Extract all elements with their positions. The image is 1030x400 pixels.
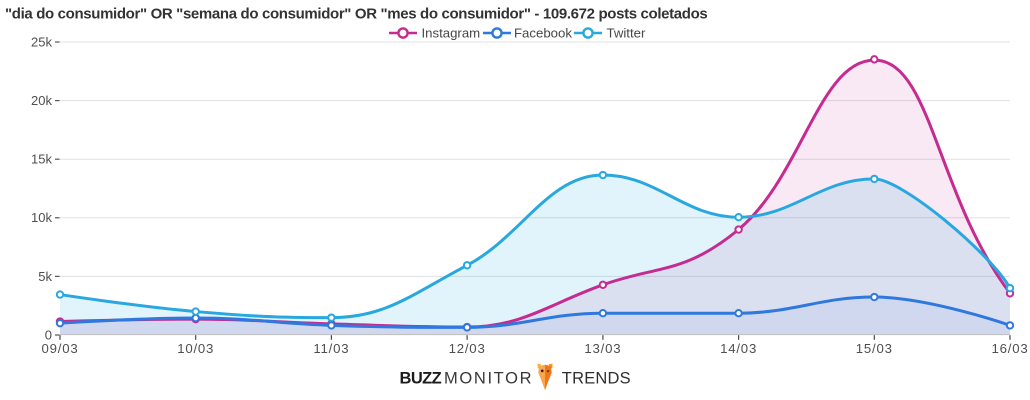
svg-text:0: 0 bbox=[45, 327, 52, 342]
svg-text:10k: 10k bbox=[31, 210, 52, 225]
svg-text:15/03: 15/03 bbox=[856, 341, 893, 356]
svg-text:TRENDS: TRENDS bbox=[562, 369, 631, 387]
svg-text:10/03: 10/03 bbox=[177, 341, 214, 356]
svg-text:BUZZ: BUZZ bbox=[400, 369, 442, 387]
svg-text:12/03: 12/03 bbox=[449, 341, 486, 356]
svg-text:14/03: 14/03 bbox=[720, 341, 757, 356]
svg-text:Instagram: Instagram bbox=[422, 26, 481, 41]
svg-text:16/03: 16/03 bbox=[991, 341, 1028, 356]
svg-text:20k: 20k bbox=[31, 93, 52, 108]
svg-text:"dia do consumidor" OR "semana: "dia do consumidor" OR "semana do consum… bbox=[5, 6, 707, 23]
svg-text:5k: 5k bbox=[38, 269, 52, 284]
svg-text:Twitter: Twitter bbox=[607, 26, 646, 41]
svg-text:15k: 15k bbox=[31, 152, 52, 167]
svg-text:Facebook: Facebook bbox=[514, 26, 572, 41]
svg-text:11/03: 11/03 bbox=[313, 341, 349, 356]
svg-text:13/03: 13/03 bbox=[584, 341, 621, 356]
svg-text:MONITOR: MONITOR bbox=[444, 369, 533, 387]
svg-text:25k: 25k bbox=[31, 34, 52, 49]
svg-text:09/03: 09/03 bbox=[41, 341, 78, 356]
